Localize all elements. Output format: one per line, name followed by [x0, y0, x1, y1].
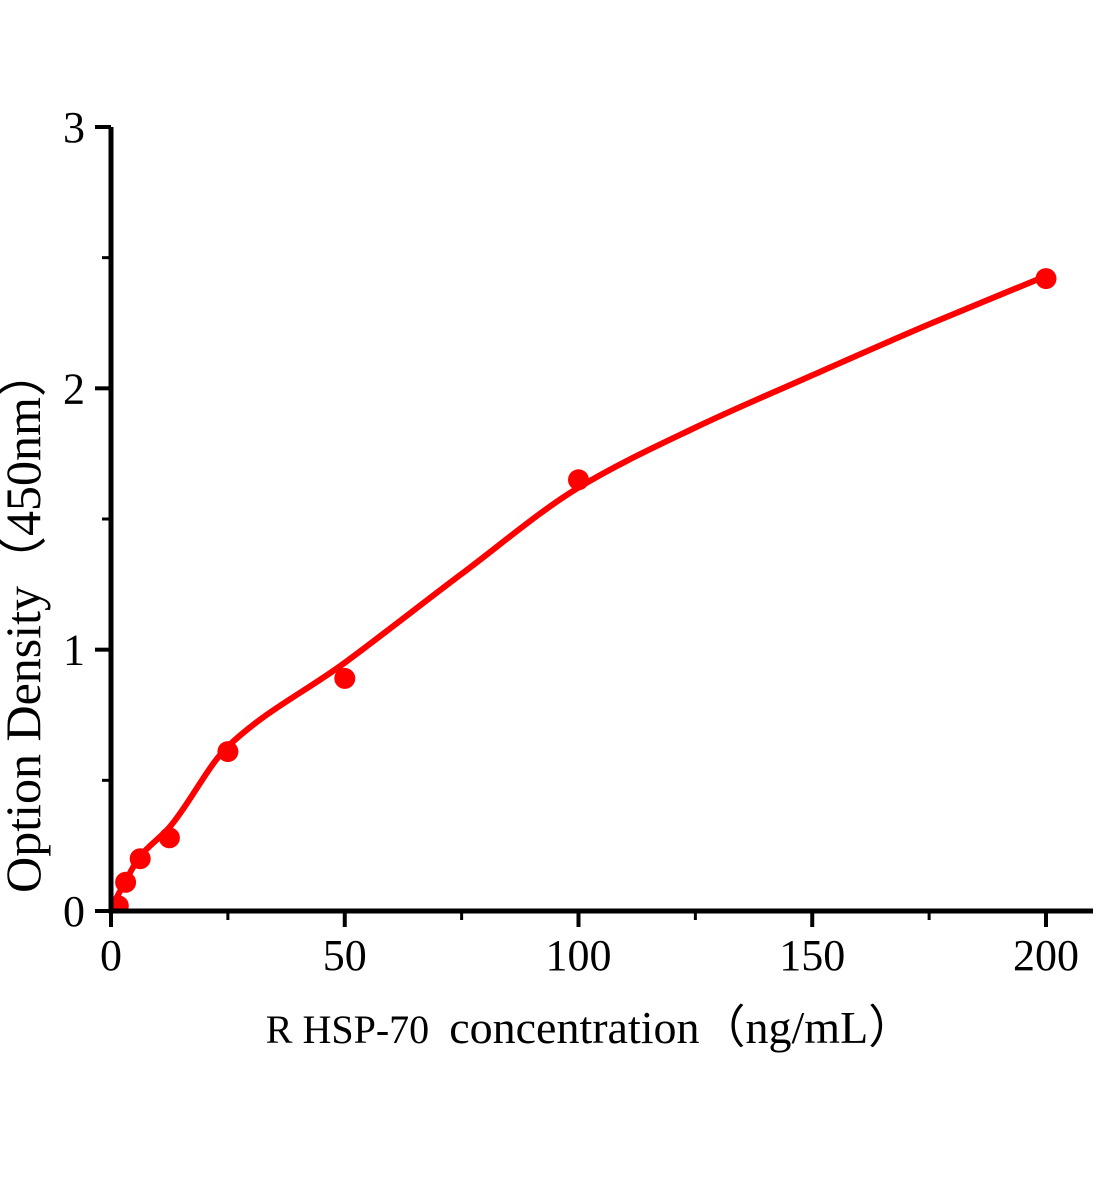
y-tick-label: 2	[63, 364, 85, 413]
y-axis-title: Option Density（450nm）	[0, 347, 51, 893]
data-point-marker	[334, 667, 356, 689]
x-axis-title-main: concentration（ng/mL）	[449, 1002, 914, 1053]
tick-labels: 0 50 100 150 200 0 1 2 3	[63, 103, 1079, 980]
x-axis-title-prefix: R HSP-70	[266, 1007, 429, 1052]
data-point-marker	[1035, 268, 1057, 290]
data-point-marker	[115, 871, 137, 893]
axes	[95, 125, 1093, 927]
series-rhsp70	[109, 268, 1057, 912]
y-tick-label: 0	[63, 887, 85, 936]
axis-lines	[108, 127, 1093, 914]
fit-curve-line	[109, 273, 1049, 912]
data-point-marker	[568, 469, 589, 491]
x-tick-label: 50	[323, 931, 367, 980]
data-point-marker	[158, 827, 180, 849]
x-tick-label: 100	[546, 931, 612, 980]
data-point-marker	[129, 848, 151, 870]
x-axis-title: R HSP-70 concentration（ng/mL）	[266, 1002, 914, 1053]
data-point-marker	[109, 895, 129, 912]
x-tick-label: 0	[100, 931, 122, 980]
x-tick-label: 150	[779, 931, 845, 980]
y-tick-label: 3	[63, 103, 85, 152]
x-tick-label: 200	[1013, 931, 1079, 980]
y-tick-label: 1	[63, 626, 85, 675]
data-point-marker	[217, 741, 239, 763]
